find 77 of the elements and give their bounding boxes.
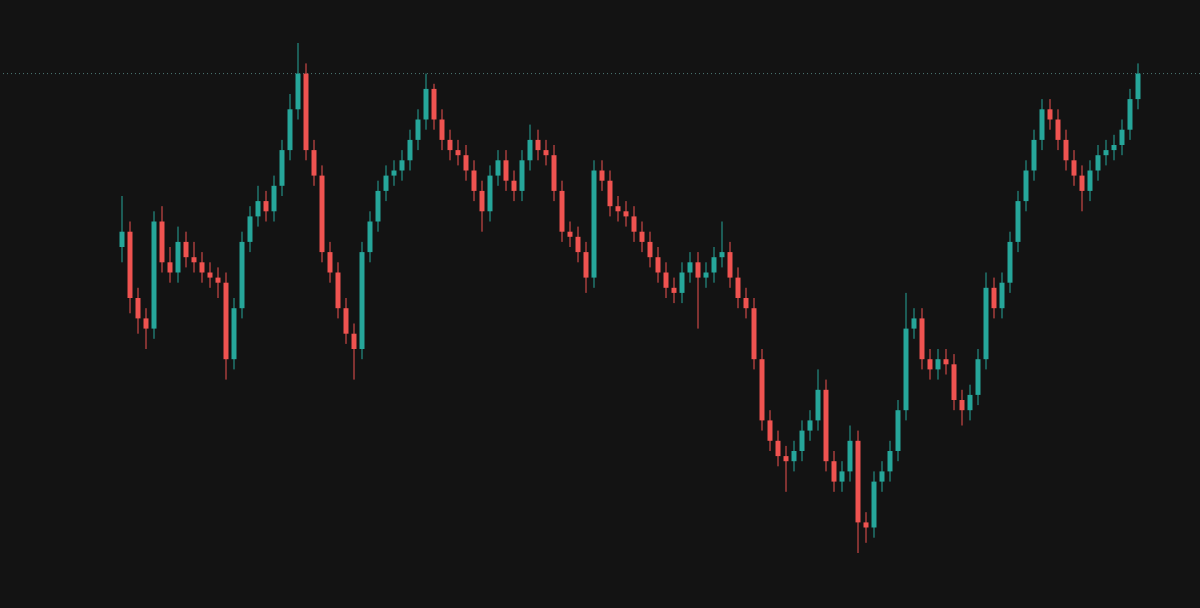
candlestick <box>887 440 893 483</box>
candlestick <box>135 287 141 335</box>
candlestick <box>631 205 637 243</box>
candlestick <box>215 266 221 299</box>
candlestick <box>1087 159 1093 202</box>
candlestick <box>471 159 477 202</box>
candlestick <box>655 246 661 284</box>
candlestick <box>527 124 533 171</box>
candlestick <box>879 460 885 493</box>
candlestick <box>1047 98 1053 131</box>
candlestick <box>191 241 197 273</box>
candlestick <box>935 348 941 381</box>
candlestick <box>743 287 749 319</box>
candlestick <box>327 241 333 284</box>
candlestick <box>703 261 709 289</box>
candlestick <box>911 307 917 340</box>
candlestick <box>615 195 621 222</box>
candlestick <box>959 389 965 426</box>
candlestick <box>663 261 669 299</box>
candlestick <box>1095 144 1101 182</box>
candlestick <box>495 149 501 187</box>
candlestick <box>183 231 189 268</box>
candlestick <box>799 419 805 462</box>
candlestick <box>143 307 149 350</box>
candlestick <box>679 261 685 304</box>
candlestick <box>839 460 845 493</box>
candlestick <box>511 170 517 202</box>
candlestick <box>119 195 125 263</box>
candlestick <box>1055 108 1061 151</box>
candlestick <box>575 226 581 263</box>
candlestick <box>695 251 701 330</box>
candlestick <box>671 277 677 304</box>
candlestick <box>255 185 261 228</box>
candlestick <box>639 221 645 253</box>
candlestick <box>351 323 357 381</box>
candlestick <box>567 221 573 248</box>
candlestick <box>1103 139 1109 166</box>
candlestick <box>863 511 869 544</box>
candlestick <box>791 440 797 472</box>
candlestick <box>1079 164 1085 212</box>
candlestick <box>207 261 213 289</box>
candlestick <box>463 144 469 182</box>
candlestick <box>599 159 605 192</box>
candlestick <box>943 348 949 375</box>
candlestick <box>543 139 549 166</box>
candlestick <box>439 108 445 151</box>
candlestick <box>263 190 269 222</box>
candlestick <box>647 231 653 268</box>
candlestick <box>399 149 405 182</box>
candlestick <box>1119 119 1125 156</box>
candlestick <box>455 139 461 166</box>
candlestick <box>1111 134 1117 161</box>
candlestick <box>447 129 453 161</box>
candlestick <box>503 149 509 192</box>
candlestick <box>991 277 997 319</box>
candlestick <box>415 108 421 151</box>
candlestick <box>1063 129 1069 171</box>
candlestick <box>783 445 789 493</box>
candlestick <box>775 430 781 467</box>
candlestick <box>767 409 773 452</box>
candlestick <box>711 246 717 284</box>
candlestick <box>967 384 973 421</box>
candlestick <box>1071 149 1077 187</box>
candlestick <box>735 266 741 309</box>
candlestick <box>623 200 629 228</box>
candlestick <box>479 180 485 233</box>
candlestick <box>391 159 397 187</box>
candlestick <box>383 164 389 202</box>
candlestick <box>719 221 725 268</box>
candlestick <box>407 129 413 171</box>
candlestick <box>167 246 173 284</box>
candlestick <box>807 409 813 442</box>
candlestick <box>535 129 541 161</box>
candlestick <box>687 251 693 284</box>
candlestick <box>831 450 837 493</box>
candlestick <box>199 251 205 284</box>
candlestick <box>927 348 933 381</box>
